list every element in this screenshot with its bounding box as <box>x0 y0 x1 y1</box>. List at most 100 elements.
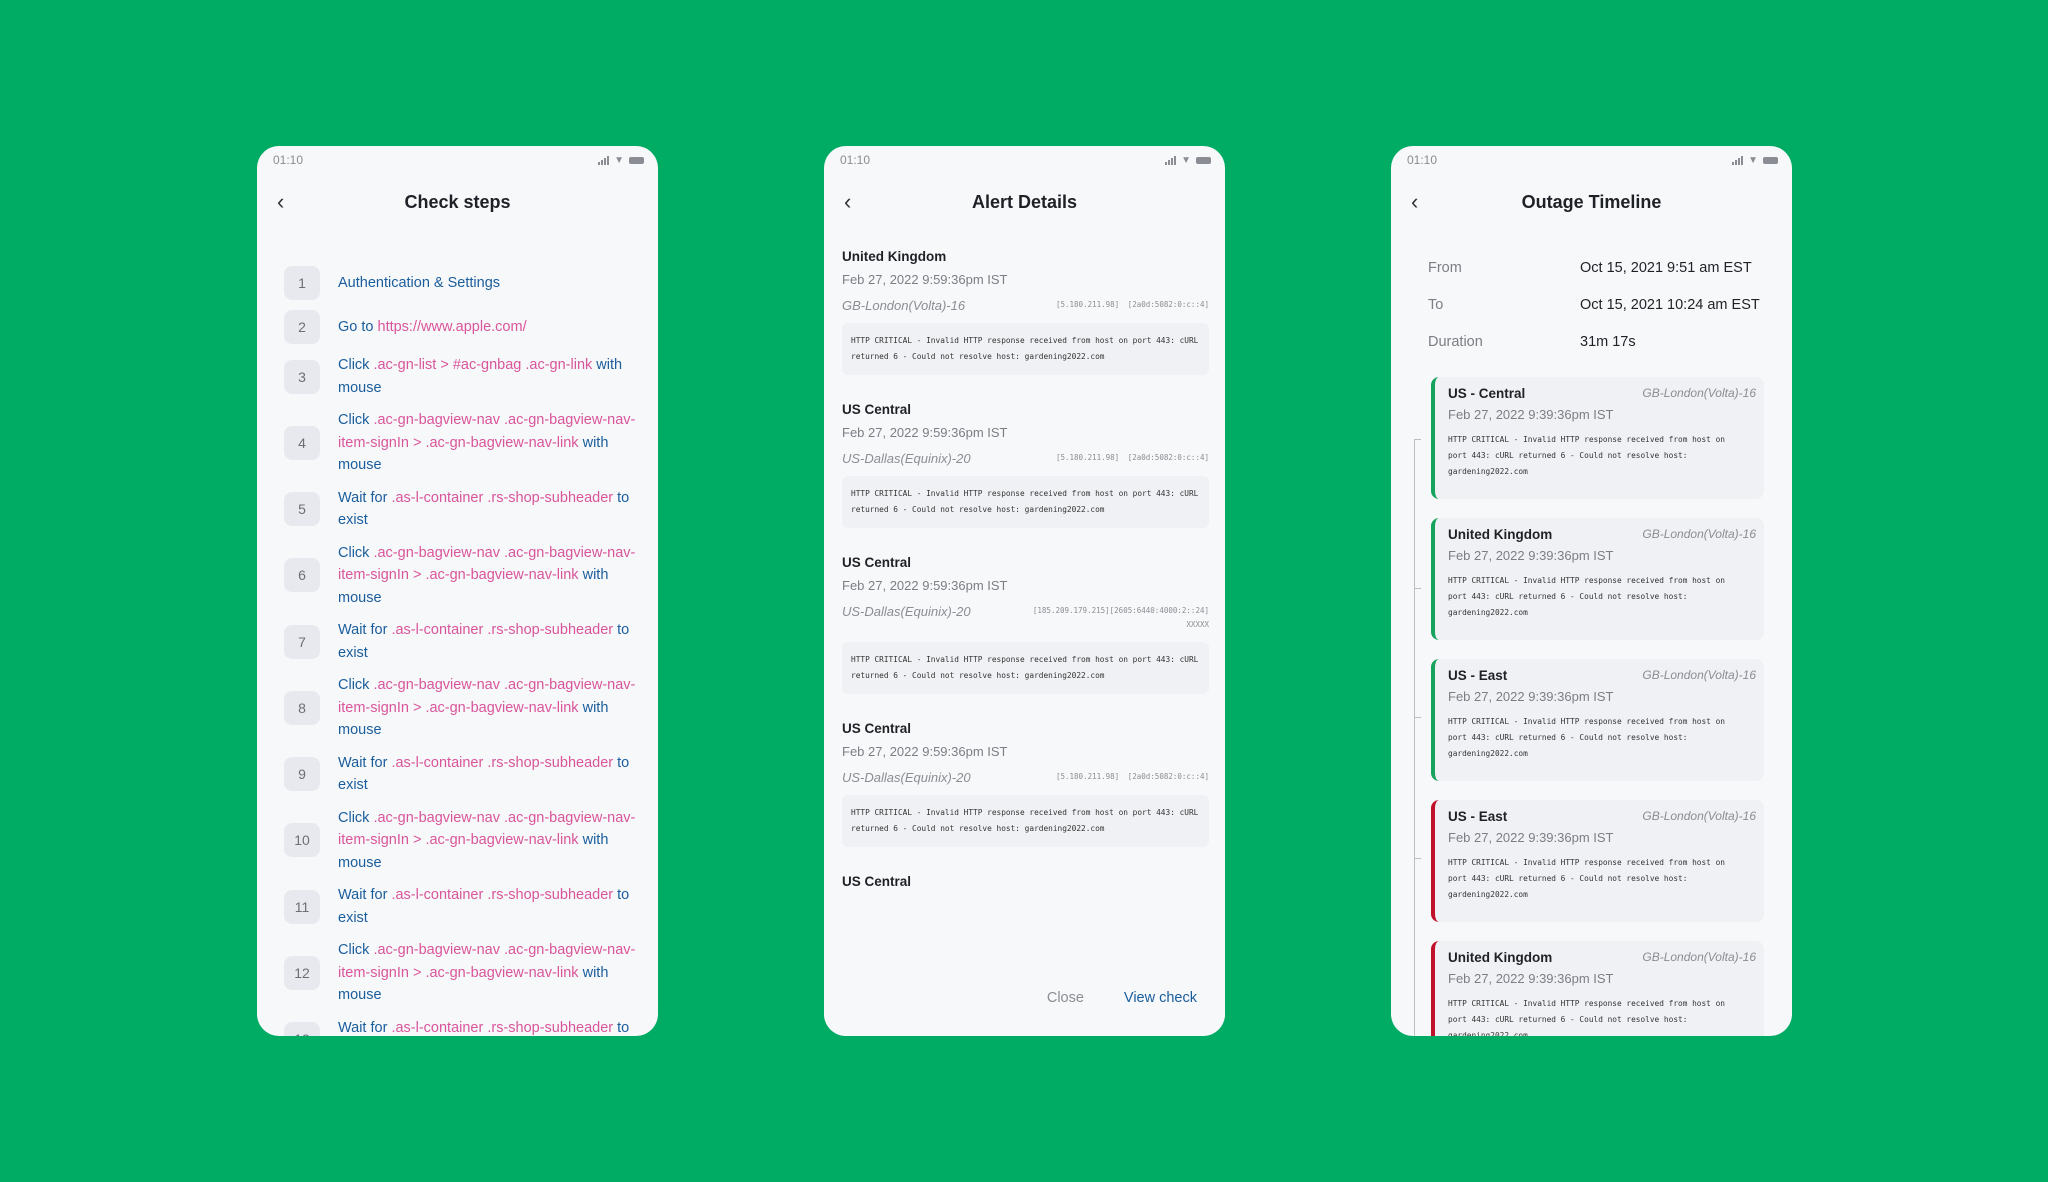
step-item[interactable]: 6 Click .ac-gn-bagview-nav .ac-gn-bagview… <box>284 542 638 610</box>
back-chevron-icon[interactable]: ‹ <box>277 189 285 214</box>
step-action: Click <box>338 412 374 428</box>
step-number: 1 <box>284 266 320 300</box>
step-number: 9 <box>284 757 320 791</box>
event-message: HTTP CRITICAL - Invalid HTTP response re… <box>1448 576 1725 617</box>
signal-icon <box>1165 155 1177 165</box>
timeline-event-card[interactable]: United Kingdom GB-London(Volta)-16 Feb 27… <box>1431 941 1764 1036</box>
wifi-icon: ▼ <box>1748 154 1758 166</box>
signal-icon <box>598 155 610 165</box>
dialog-footer: Close View check <box>824 966 1225 1036</box>
event-message: HTTP CRITICAL - Invalid HTTP response re… <box>1448 858 1725 899</box>
outage-timeline-screen: 01:10 ▼ ‹ Outage Timeline From Oct 15, 20… <box>1391 146 1792 1036</box>
step-item[interactable]: 10 Click .ac-gn-bagview-nav .ac-gn-bagvie… <box>284 807 638 875</box>
wifi-icon: ▼ <box>1181 154 1191 166</box>
timeline-event-card[interactable]: US - East GB-London(Volta)-16 Feb 27, 202… <box>1431 800 1764 922</box>
event-region: US - Central <box>1448 386 1526 401</box>
step-number: 11 <box>284 889 320 924</box>
step-action: Go to <box>338 318 378 335</box>
step-text: Wait for .as-l-container .rs-shop-subhea… <box>338 619 638 664</box>
back-chevron-icon[interactable]: ‹ <box>1411 189 1419 214</box>
event-location: GB-London(Volta)-16 <box>1642 668 1756 682</box>
step-action: Click <box>338 809 374 826</box>
status-bar: 01:10 ▼ <box>1407 152 1778 168</box>
alert-date: Feb 27, 2022 9:59:36pm IST <box>842 272 1008 287</box>
step-selector: .ac-gn-bagview-nav .ac-gn-bagview-nav-it… <box>338 942 636 981</box>
check-steps-screen: 01:10 ▼ ‹ Check steps 1 Authentication & … <box>257 146 658 1036</box>
step-number: 6 <box>284 558 320 593</box>
step-action: to exist <box>338 754 630 794</box>
step-text: Wait for .as-l-container .rs-shop-subhea… <box>338 884 638 929</box>
header: ‹ Alert Details <box>824 186 1225 218</box>
wifi-icon: ▼ <box>614 154 624 166</box>
status-time: 01:10 <box>840 153 871 167</box>
step-item[interactable]: 9 Wait for .as-l-container .rs-shop-subhe… <box>284 752 638 797</box>
event-date: Feb 27, 2022 9:39:36pm IST <box>1448 971 1614 986</box>
step-action: Click <box>338 677 374 693</box>
step-action: with mouse <box>338 964 609 1004</box>
step-number: 12 <box>284 955 320 990</box>
page-title: Check steps <box>404 191 511 212</box>
event-location: GB-London(Volta)-16 <box>1642 527 1756 541</box>
step-selector: .ac-gn-bagview-nav .ac-gn-bagview-nav-it… <box>338 544 636 584</box>
step-action: Wait for <box>338 1019 392 1036</box>
alert-location: US-Dallas(Equinix)-20 <box>842 770 971 785</box>
step-action: Authentication & Settings <box>338 274 501 291</box>
step-number: 4 <box>284 425 320 460</box>
alert-region: US Central <box>842 555 912 570</box>
step-action: to exist <box>338 887 630 926</box>
timeline-event-card[interactable]: US - Central GB-London(Volta)-16 Feb 27, … <box>1431 377 1764 499</box>
alert-item: US Central Feb 27, 2022 9:59:36pm IST US-… <box>842 401 1209 528</box>
step-number: 7 <box>284 624 320 659</box>
step-action: to exist <box>338 489 630 529</box>
event-date: Feb 27, 2022 9:39:36pm IST <box>1448 407 1614 422</box>
event-date: Feb 27, 2022 9:39:36pm IST <box>1448 830 1614 845</box>
timeline-event-card[interactable]: US - East GB-London(Volta)-16 Feb 27, 202… <box>1431 659 1764 781</box>
step-selector: .ac-gn-list > #ac-gnbag .ac-gn-link <box>373 357 593 373</box>
to-label: To <box>1428 297 1444 313</box>
alerts-list[interactable]: United Kingdom Feb 27, 2022 9:59:36pm IST… <box>842 248 1209 917</box>
step-action: with mouse <box>338 434 609 474</box>
step-item[interactable]: 3 Click .ac-gn-list > #ac-gnbag .ac-gn-li… <box>284 354 638 399</box>
alert-date: Feb 27, 2022 9:59:36pm IST <box>842 425 1008 440</box>
from-label: From <box>1428 260 1462 276</box>
alert-item: US Central Feb 27, 2022 9:59:36pm IST US-… <box>842 554 1209 694</box>
alert-item: United Kingdom Feb 27, 2022 9:59:36pm IST… <box>842 248 1209 375</box>
timeline-tick <box>1414 858 1421 859</box>
header: ‹ Check steps <box>257 186 658 218</box>
event-region: United Kingdom <box>1448 527 1553 542</box>
status-bar: 01:10 ▼ <box>840 152 1211 168</box>
step-text: Wait for .as-l-container .rs-shop-subhea… <box>338 752 638 797</box>
step-item[interactable]: 2 Go to https://www.apple.com/ <box>284 310 638 344</box>
timeline-event-card[interactable]: United Kingdom GB-London(Volta)-16 Feb 27… <box>1431 518 1764 640</box>
step-action: with mouse <box>338 357 623 396</box>
view-check-button[interactable]: View check <box>1123 990 1197 1006</box>
to-value: Oct 15, 2021 10:24 am EST <box>1580 297 1760 313</box>
step-action: Click <box>338 357 374 373</box>
to-row: To Oct 15, 2021 10:24 am EST <box>1428 297 1772 334</box>
timeline-events: US - Central GB-London(Volta)-16 Feb 27, … <box>1431 377 1764 1036</box>
step-item[interactable]: 12 Click .ac-gn-bagview-nav .ac-gn-bagvie… <box>284 939 638 1007</box>
close-button[interactable]: Close <box>1046 990 1084 1006</box>
step-item[interactable]: 11 Wait for .as-l-container .rs-shop-subh… <box>284 884 638 929</box>
step-action: with mouse <box>338 567 609 606</box>
step-action: to exist <box>617 1019 630 1036</box>
alert-message: HTTP CRITICAL - Invalid HTTP response re… <box>842 323 1209 375</box>
back-chevron-icon[interactable]: ‹ <box>844 189 852 214</box>
status-bar: 01:10 ▼ <box>273 152 644 168</box>
step-item[interactable]: 7 Wait for .as-l-container .rs-shop-subhe… <box>284 619 638 664</box>
alert-region: United Kingdom <box>842 249 947 264</box>
alert-location: US-Dallas(Equinix)-20 <box>842 604 971 619</box>
step-item[interactable]: 8 Click .ac-gn-bagview-nav .ac-gn-bagview… <box>284 674 638 742</box>
step-action: Wait for <box>338 489 392 506</box>
event-date: Feb 27, 2022 9:39:36pm IST <box>1448 548 1614 563</box>
step-text: Click .ac-gn-list > #ac-gnbag .ac-gn-lin… <box>338 354 638 399</box>
page-title: Outage Timeline <box>1521 191 1662 212</box>
step-item[interactable]: 5 Wait for .as-l-container .rs-shop-subhe… <box>284 487 638 532</box>
step-action: Wait for <box>338 754 392 771</box>
alert-region: US Central <box>842 721 912 736</box>
step-item[interactable]: 13 Wait for .as-l-container .rs-shop-subh… <box>284 1017 638 1036</box>
step-item[interactable]: 4 Click .ac-gn-bagview-nav .ac-gn-bagview… <box>284 409 638 477</box>
step-action: Click <box>338 544 374 561</box>
timeline-line <box>1414 439 1415 1036</box>
step-item[interactable]: 1 Authentication & Settings <box>284 266 638 300</box>
